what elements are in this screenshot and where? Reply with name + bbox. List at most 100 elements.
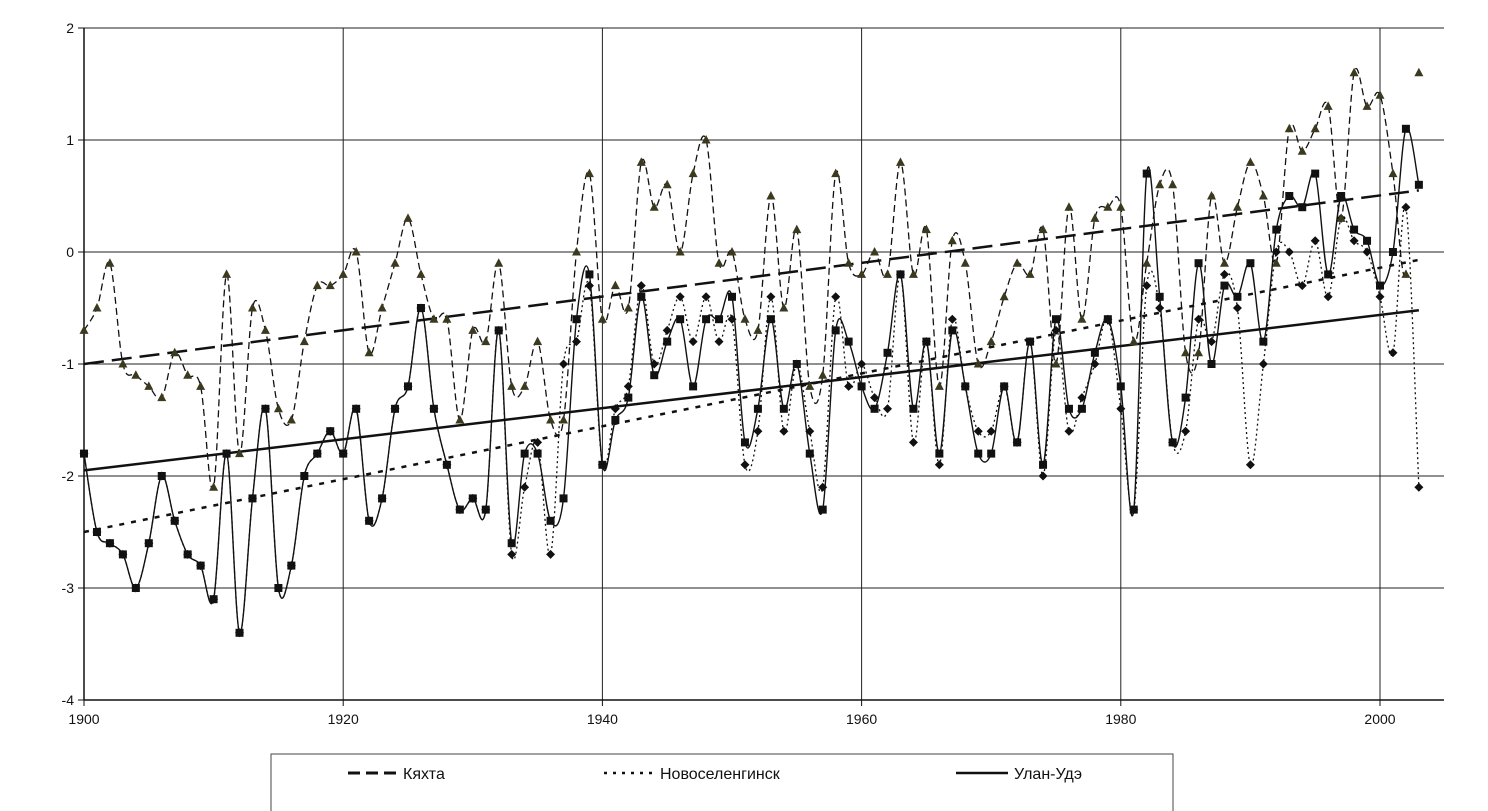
data-point [948,326,957,335]
data-point [1388,168,1398,178]
data-point [973,359,983,368]
data-point [1103,315,1112,324]
y-tick-label: -3 [62,580,75,596]
data-point [934,460,944,470]
data-series [79,67,1424,638]
data-point [740,314,750,323]
data-point [857,359,867,369]
data-point [1233,292,1242,301]
data-point [196,561,205,570]
data-point [546,549,556,559]
data-point [533,449,542,458]
data-point [818,505,827,514]
data-point [196,381,206,390]
data-point [792,224,802,234]
data-point [507,539,516,548]
data-point [857,269,867,278]
data-point [753,426,763,436]
data-point [947,235,957,245]
data-point [987,449,996,458]
data-point [1388,348,1398,358]
x-tick-label: 1940 [587,711,618,727]
data-point [662,325,672,335]
data-point [1142,169,1151,178]
data-point [338,269,348,278]
data-point [79,325,89,334]
data-point [183,550,192,559]
data-point [624,393,633,402]
data-point [507,381,517,390]
data-point [636,281,646,291]
data-point [805,381,815,390]
data-point [286,415,296,424]
series-line-0 [83,68,1407,491]
data-point [494,258,504,267]
x-tick-label: 1900 [68,711,99,727]
data-point [1336,213,1346,222]
data-point [688,168,698,178]
data-point [675,247,685,256]
data-point [429,404,438,413]
data-point [1284,247,1294,257]
data-point [1194,259,1203,268]
data-point [792,360,801,368]
data-point [170,516,179,525]
data-point [1414,180,1423,189]
data-point [559,359,569,369]
data-point [753,325,763,334]
data-point [870,247,880,256]
data-point [1219,258,1229,267]
data-point [520,482,530,492]
data-point [442,460,451,469]
grid-lines [84,27,1444,700]
data-point [494,326,503,335]
data-point [701,135,711,144]
data-point [520,381,530,390]
data-point [92,303,102,312]
data-point [1025,269,1035,278]
data-point [1375,90,1385,99]
data-point [1000,382,1009,391]
data-point [1129,336,1139,346]
data-point [1323,101,1333,110]
data-point [1349,236,1359,246]
data-point [378,494,387,503]
data-point [986,426,996,436]
data-point [273,403,283,413]
data-point [1259,337,1268,346]
data-point [1207,191,1217,200]
data-point [921,224,931,234]
data-point [455,415,465,424]
data-point [611,416,620,424]
data-point [1310,123,1320,133]
data-point [1311,169,1320,178]
data-point [766,315,775,324]
data-point [689,382,698,391]
data-point [1077,314,1087,323]
data-point [610,280,620,290]
data-point [507,549,517,559]
data-point [1297,146,1307,155]
data-point [157,472,166,480]
legend-label-ulan-ude: Улан-Удэ [1014,766,1082,783]
data-point [714,337,724,347]
data-point [766,191,776,200]
trend-lines [83,189,1420,534]
data-point [468,325,478,334]
data-point [1116,404,1126,414]
legend-label-kyakhta: Кяхта [403,766,445,783]
data-point [844,337,853,346]
data-point [235,448,245,458]
data-point [80,449,88,458]
data-point [533,336,543,346]
data-point [701,292,711,302]
data-point [960,258,970,267]
trend-line-0 [83,189,1420,366]
data-point [973,426,983,436]
data-point [287,561,296,570]
data-point [377,303,387,312]
x-tick-label: 1960 [846,711,877,727]
data-point [779,303,789,312]
data-point [1245,157,1255,166]
data-point [1012,258,1022,267]
